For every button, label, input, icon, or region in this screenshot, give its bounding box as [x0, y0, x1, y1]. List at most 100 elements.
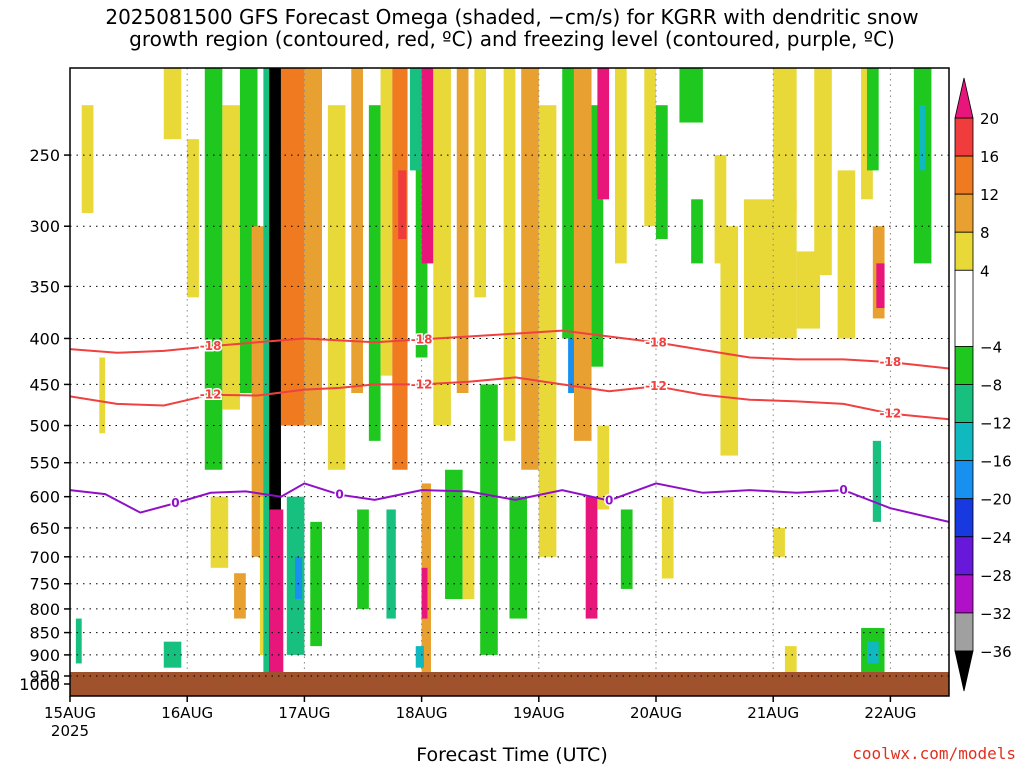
omega-shading: [75, 68, 932, 693]
colorbar-label: −28: [980, 567, 1012, 585]
omega-cell: [251, 226, 267, 557]
contour-labels: -18 -18 -18 -18 -12 -12 -12 -12 0 0 0 0: [170, 331, 903, 512]
contour-label: 0: [839, 483, 847, 497]
omega-cell: [597, 425, 610, 510]
y-axis: 250 300 350 400 450 500 550 600 650 700 750 800 850 9…: [19, 146, 70, 694]
omega-cell: [585, 496, 598, 619]
ground-layer: [70, 672, 949, 696]
omega-cell: [644, 68, 656, 227]
omega-cell: [919, 105, 926, 171]
omega-cell: [714, 155, 727, 264]
x-tick-label: 20AUG: [630, 704, 682, 722]
omega-cell: [163, 68, 182, 140]
omega-cell: [743, 199, 797, 339]
omega-cell: [861, 68, 873, 200]
contour-label: 0: [605, 494, 613, 508]
omega-cell: [204, 68, 223, 470]
colorbar-label: 4: [980, 262, 990, 280]
omega-cell: [351, 68, 363, 393]
contour--12: [70, 376, 949, 421]
y-tick-label: 300: [29, 217, 60, 236]
omega-cell: [327, 105, 346, 470]
y-tick-label: 450: [29, 375, 60, 394]
omega-cell: [163, 641, 182, 668]
omega-cell: [392, 68, 408, 470]
omega-cell: [679, 68, 703, 123]
contour-label: -18: [411, 332, 433, 346]
omega-cell: [866, 641, 879, 664]
omega-cell: [591, 105, 604, 367]
colorbar-label: −12: [980, 415, 1012, 433]
omega-cell: [368, 105, 381, 441]
colorbar-label: 16: [980, 148, 999, 166]
omega-cell: [573, 68, 592, 441]
colorbar-swatch: [954, 269, 974, 347]
y-tick-label: 550: [29, 454, 60, 473]
y-tick-label: 800: [29, 600, 60, 619]
colorbar-swatch: [954, 346, 974, 385]
colorbar-label: −16: [980, 453, 1012, 471]
colorbar-swatch: [954, 384, 974, 423]
contour-label: -12: [645, 379, 667, 393]
omega-cell: [99, 357, 106, 434]
omega-cell: [187, 139, 199, 298]
omega-cell: [210, 496, 229, 568]
colorbar-swatch: [954, 460, 974, 500]
colorbar-swatch: [954, 193, 974, 233]
contour-label: -12: [200, 388, 222, 402]
x-tick-label: 19AUG: [513, 704, 565, 722]
omega-cell: [357, 509, 369, 609]
omega-cell: [661, 496, 674, 579]
colorbar-swatch: [954, 422, 974, 462]
colorbar-swatch: [954, 231, 974, 271]
colorbar-label: −24: [980, 529, 1012, 547]
y-tick-label: 900: [29, 646, 60, 665]
omega-cell: [837, 170, 856, 339]
colorbar-label: −32: [980, 605, 1012, 623]
omega-cell: [509, 496, 528, 619]
colorbar-label: −4: [980, 338, 1002, 356]
colorbar-swatch: [954, 574, 974, 614]
x-tick-label: 21AUG: [747, 704, 799, 722]
chart-title: 2025081500 GFS Forecast Omega (shaded, −…: [0, 6, 1024, 50]
y-tick-label: 650: [29, 519, 60, 538]
omega-cell: [433, 68, 451, 426]
omega-cell: [222, 105, 240, 410]
omega-cell: [386, 509, 396, 619]
omega-cell: [568, 338, 580, 393]
y-tick-label: 950: [29, 667, 60, 686]
omega-cell: [409, 68, 422, 171]
omega-cell: [866, 68, 879, 171]
omega-cell: [310, 521, 322, 647]
colorbar: 20 16 12 8 4 −4 −8 −12 −16 −20 −24 −28 −32 −36: [954, 77, 1012, 692]
colorbar-label: 20: [980, 110, 999, 128]
omega-cell: [380, 68, 393, 376]
omega-cell: [474, 68, 487, 298]
colorbar-swatch: [954, 155, 974, 195]
omega-cell: [445, 469, 463, 600]
contour--18: [70, 329, 949, 370]
site-credit: coolwx.com/models: [852, 744, 1016, 763]
omega-cell: [75, 618, 82, 664]
omega-cell: [784, 646, 797, 676]
omega-cell: [462, 496, 475, 600]
omega-cell: [521, 68, 539, 470]
omega-cell: [814, 68, 832, 276]
y-tick-label: 250: [29, 146, 60, 165]
colorbar-swatch: [954, 612, 974, 652]
omega-cell: [234, 573, 246, 619]
y-tick-label: 400: [29, 329, 60, 348]
omega-cell: [295, 556, 303, 600]
omega-cell: [876, 263, 885, 309]
omega-cell: [304, 68, 322, 426]
colorbar-label: −36: [980, 643, 1012, 661]
colorbar-label: 8: [980, 224, 990, 242]
omega-cell: [421, 68, 434, 264]
omega-cell: [620, 509, 633, 589]
omega-cell: [872, 440, 882, 522]
y-tick-label: 850: [29, 624, 60, 643]
x-axis: 15AUG 16AUG 17AUG 18AUG 19AUG 20AUG 21AUG 22AUG…: [44, 696, 916, 740]
y-tick-label: 500: [29, 417, 60, 436]
omega-cell: [691, 199, 703, 264]
